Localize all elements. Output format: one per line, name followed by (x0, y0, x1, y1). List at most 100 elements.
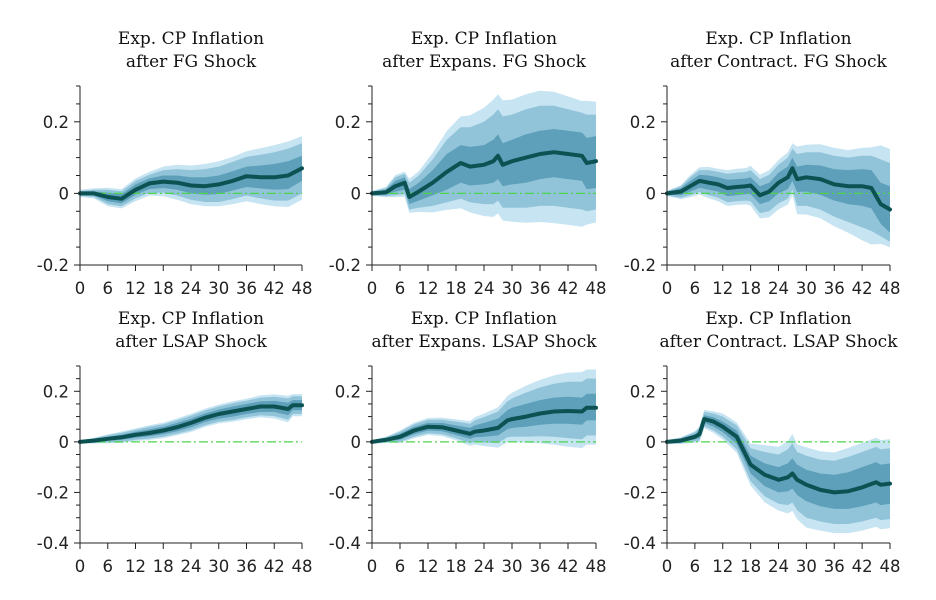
y-tick-label: -0.2 (37, 483, 69, 502)
y-tick-label: -0.2 (624, 483, 656, 502)
x-tick-label: 24 (768, 557, 789, 576)
x-tick-label: 12 (418, 557, 439, 576)
x-tick-label: 12 (125, 279, 146, 298)
median-response-line (665, 166, 892, 212)
y-tick-label: 0.2 (43, 113, 69, 132)
x-tick-label: 48 (586, 557, 607, 576)
x-tick-label: 12 (418, 279, 439, 298)
y-tick-label: 0 (646, 184, 657, 203)
x-tick-label: 42 (558, 557, 579, 576)
y-tick-label: -0.4 (624, 534, 656, 553)
x-tick-label: 6 (103, 557, 114, 576)
x-tick-label: 6 (103, 279, 114, 298)
confidence-band-inner (667, 157, 890, 233)
y-tick-label: 0.2 (43, 382, 69, 401)
y-tick-label: 0.2 (335, 382, 361, 401)
x-tick-label: 0 (367, 279, 378, 298)
panel-3: Exp. CP Inflation after Contract. FG Shoc… (624, 29, 901, 298)
x-tick-label: 24 (181, 279, 202, 298)
x-tick-label: 42 (558, 279, 579, 298)
panel-title-line-1: Exp. CP Inflation (118, 309, 264, 329)
panel-2: Exp. CP Inflation after Expans. FG Shock -… (329, 29, 607, 298)
panel-title-line-2: after Expans. FG Shock (382, 52, 586, 72)
confidence-band-inner (667, 415, 890, 509)
y-tick-label: -0.4 (329, 534, 361, 553)
y-tick-label: 0 (59, 433, 70, 452)
x-tick-label: 0 (662, 279, 673, 298)
x-tick-label: 48 (586, 279, 607, 298)
median-response-line (78, 403, 304, 444)
x-tick-label: 12 (712, 557, 733, 576)
x-tick-label: 48 (292, 279, 313, 298)
x-tick-label: 30 (502, 279, 523, 298)
x-tick-label: 24 (181, 557, 202, 576)
x-tick-label: 30 (208, 557, 229, 576)
panel-title-line-1: Exp. CP Inflation (705, 309, 851, 329)
x-tick-label: 0 (75, 279, 86, 298)
y-tick-label: 0.2 (630, 113, 656, 132)
y-tick-label: -0.2 (329, 483, 361, 502)
panel-1: Exp. CP Inflation after FG Shock -0.2 0 0.2 0… (37, 29, 313, 298)
x-tick-label: 0 (662, 557, 673, 576)
x-tick-label: 24 (474, 279, 495, 298)
y-tick-label: 0.2 (630, 382, 656, 401)
x-tick-label: 36 (530, 279, 551, 298)
x-tick-label: 18 (740, 279, 761, 298)
x-tick-label: 12 (125, 557, 146, 576)
x-tick-label: 18 (740, 557, 761, 576)
median-response-line (78, 166, 304, 201)
panel-5: Exp. CP Inflation after Expans. LSAP Shoc… (329, 309, 607, 576)
y-tick-label: 0 (351, 184, 362, 203)
y-tick-label: -0.2 (624, 256, 656, 275)
median-response-line (370, 405, 598, 444)
y-tick-label: -0.4 (37, 534, 69, 553)
x-tick-label: 36 (824, 557, 845, 576)
panel-title-line-2: after FG Shock (126, 52, 257, 72)
x-tick-label: 30 (796, 557, 817, 576)
x-tick-label: 48 (292, 557, 313, 576)
confidence-band-inner (372, 393, 596, 443)
x-tick-label: 0 (75, 557, 86, 576)
x-tick-label: 18 (153, 557, 174, 576)
panel-title-line-2: after Contract. FG Shock (670, 52, 887, 72)
y-tick-label: 0 (351, 433, 362, 452)
panel-title-line-1: Exp. CP Inflation (118, 29, 264, 49)
x-tick-label: 30 (502, 557, 523, 576)
y-tick-label: 0 (646, 433, 657, 452)
x-tick-label: 18 (446, 557, 467, 576)
y-tick-label: 0.2 (335, 113, 361, 132)
x-tick-label: 0 (367, 557, 378, 576)
x-tick-label: 36 (530, 557, 551, 576)
x-tick-label: 42 (852, 279, 873, 298)
x-tick-label: 36 (824, 279, 845, 298)
x-tick-label: 6 (395, 557, 406, 576)
panel-title-line-2: after Expans. LSAP Shock (371, 332, 597, 352)
x-tick-label: 30 (796, 279, 817, 298)
x-tick-label: 12 (712, 279, 733, 298)
panel-title-line-1: Exp. CP Inflation (705, 29, 851, 49)
median-response-line (665, 417, 892, 495)
panel-6: Exp. CP Inflation after Contract. LSAP Sh… (624, 309, 901, 576)
panel-title-line-2: after LSAP Shock (115, 332, 267, 352)
x-tick-label: 42 (852, 557, 873, 576)
median-response-line (370, 150, 598, 199)
panel-title-line-2: after Contract. LSAP Shock (660, 332, 899, 352)
x-tick-label: 24 (474, 557, 495, 576)
x-tick-label: 6 (395, 279, 406, 298)
x-tick-label: 48 (880, 279, 901, 298)
x-tick-label: 48 (880, 557, 901, 576)
x-tick-label: 18 (153, 279, 174, 298)
x-tick-label: 42 (264, 557, 285, 576)
panel-title-line-1: Exp. CP Inflation (411, 309, 557, 329)
y-tick-label: -0.2 (329, 256, 361, 275)
x-tick-label: 30 (208, 279, 229, 298)
panel-title-line-1: Exp. CP Inflation (411, 29, 557, 49)
x-tick-label: 24 (768, 279, 789, 298)
x-tick-label: 18 (446, 279, 467, 298)
x-tick-label: 6 (690, 279, 701, 298)
y-tick-label: 0 (59, 184, 70, 203)
x-tick-label: 6 (690, 557, 701, 576)
x-tick-label: 36 (236, 557, 257, 576)
x-tick-label: 42 (264, 279, 285, 298)
